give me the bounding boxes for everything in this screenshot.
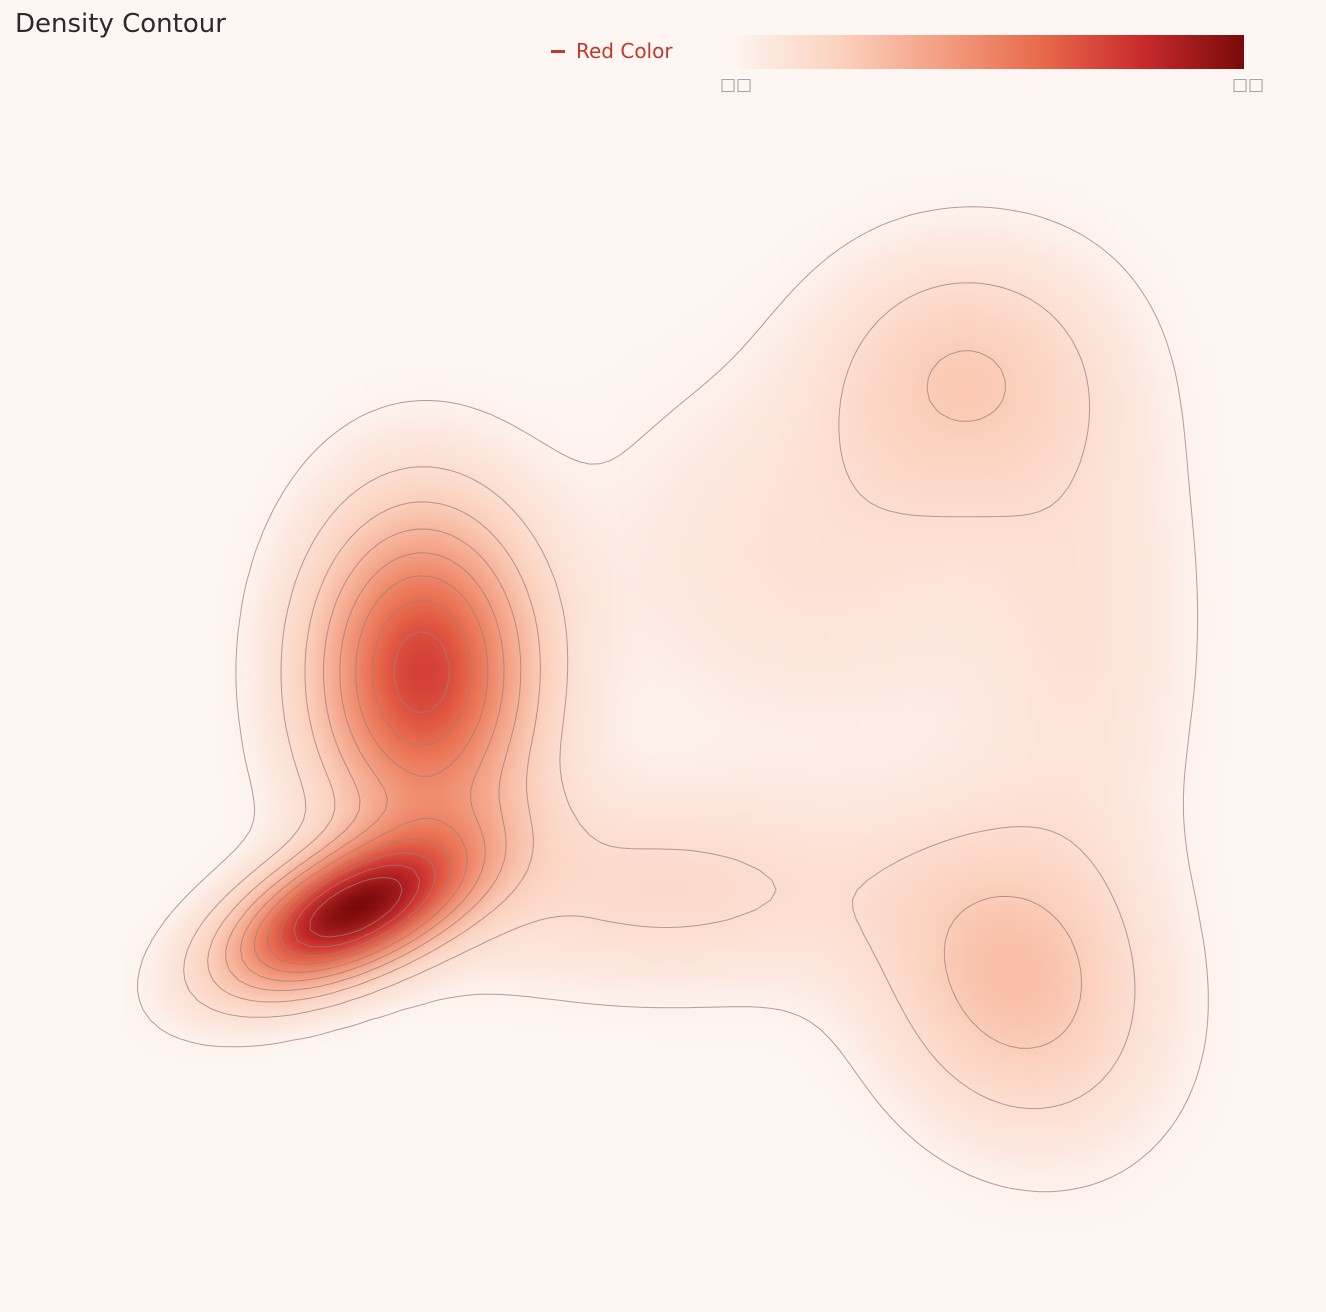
contour-line-10 <box>309 877 403 938</box>
contour-line-8 <box>280 631 450 957</box>
contour-line-3 <box>207 350 1082 1049</box>
legend-swatch <box>551 49 565 53</box>
contour-line-2 <box>183 282 1136 1110</box>
chart-title: Density Contour <box>15 9 226 39</box>
contour-line-5 <box>240 552 505 982</box>
colorbar-max-label: □□ <box>1232 75 1265 95</box>
colorbar-min-label: □□ <box>720 75 753 95</box>
contour-line-1 <box>137 206 1209 1193</box>
contour-line-7 <box>266 599 472 965</box>
density-fill <box>40 120 1290 1270</box>
legend[interactable]: Red Color <box>551 37 673 65</box>
contour-line-4 <box>225 528 522 992</box>
contour-line-9 <box>293 864 421 948</box>
colorbar <box>737 35 1244 69</box>
contour-line-6 <box>254 575 489 973</box>
legend-label: Red Color <box>576 39 673 63</box>
